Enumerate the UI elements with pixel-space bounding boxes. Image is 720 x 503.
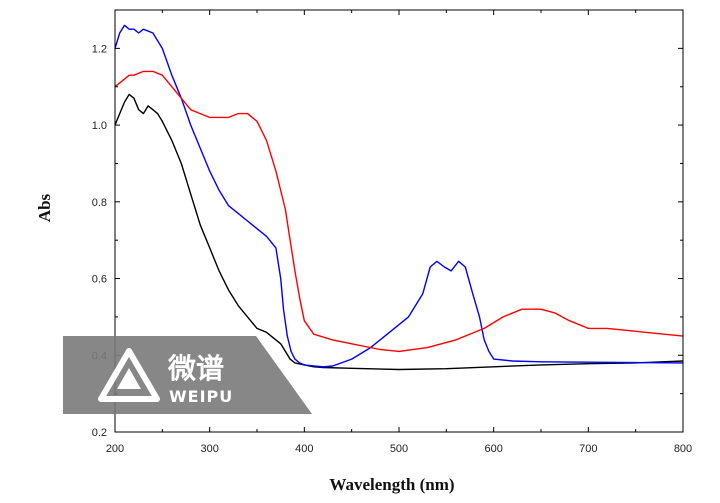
watermark-text-cn: 微谱 bbox=[167, 352, 224, 385]
watermark-text-en: WEIPU bbox=[169, 387, 233, 406]
y-tick-label: 0.2 bbox=[92, 427, 107, 439]
series-line-0 bbox=[114, 93, 684, 371]
watermark-badge: 微谱 WEIPU bbox=[63, 336, 312, 414]
x-tick-label: 600 bbox=[484, 443, 502, 455]
x-tick-label: 800 bbox=[674, 443, 692, 455]
y-axis-title: Abs bbox=[35, 193, 54, 222]
x-tick-label: 500 bbox=[390, 443, 408, 455]
x-tick-label: 700 bbox=[579, 443, 597, 455]
x-axis-title: Wavelength (nm) bbox=[329, 475, 454, 494]
y-tick-label: 1.2 bbox=[92, 43, 107, 55]
watermark-logo-icon bbox=[98, 348, 160, 402]
series-layer bbox=[114, 24, 684, 371]
series-line-1 bbox=[114, 24, 684, 368]
y-tick-label: 0.8 bbox=[92, 197, 107, 209]
y-tick-label: 1.0 bbox=[92, 120, 107, 132]
x-tick-label: 200 bbox=[106, 443, 124, 455]
series-line-2 bbox=[114, 70, 684, 353]
y-tick-label: 0.6 bbox=[92, 274, 107, 286]
x-tick-label: 400 bbox=[295, 443, 313, 455]
x-tick-label: 300 bbox=[200, 443, 218, 455]
